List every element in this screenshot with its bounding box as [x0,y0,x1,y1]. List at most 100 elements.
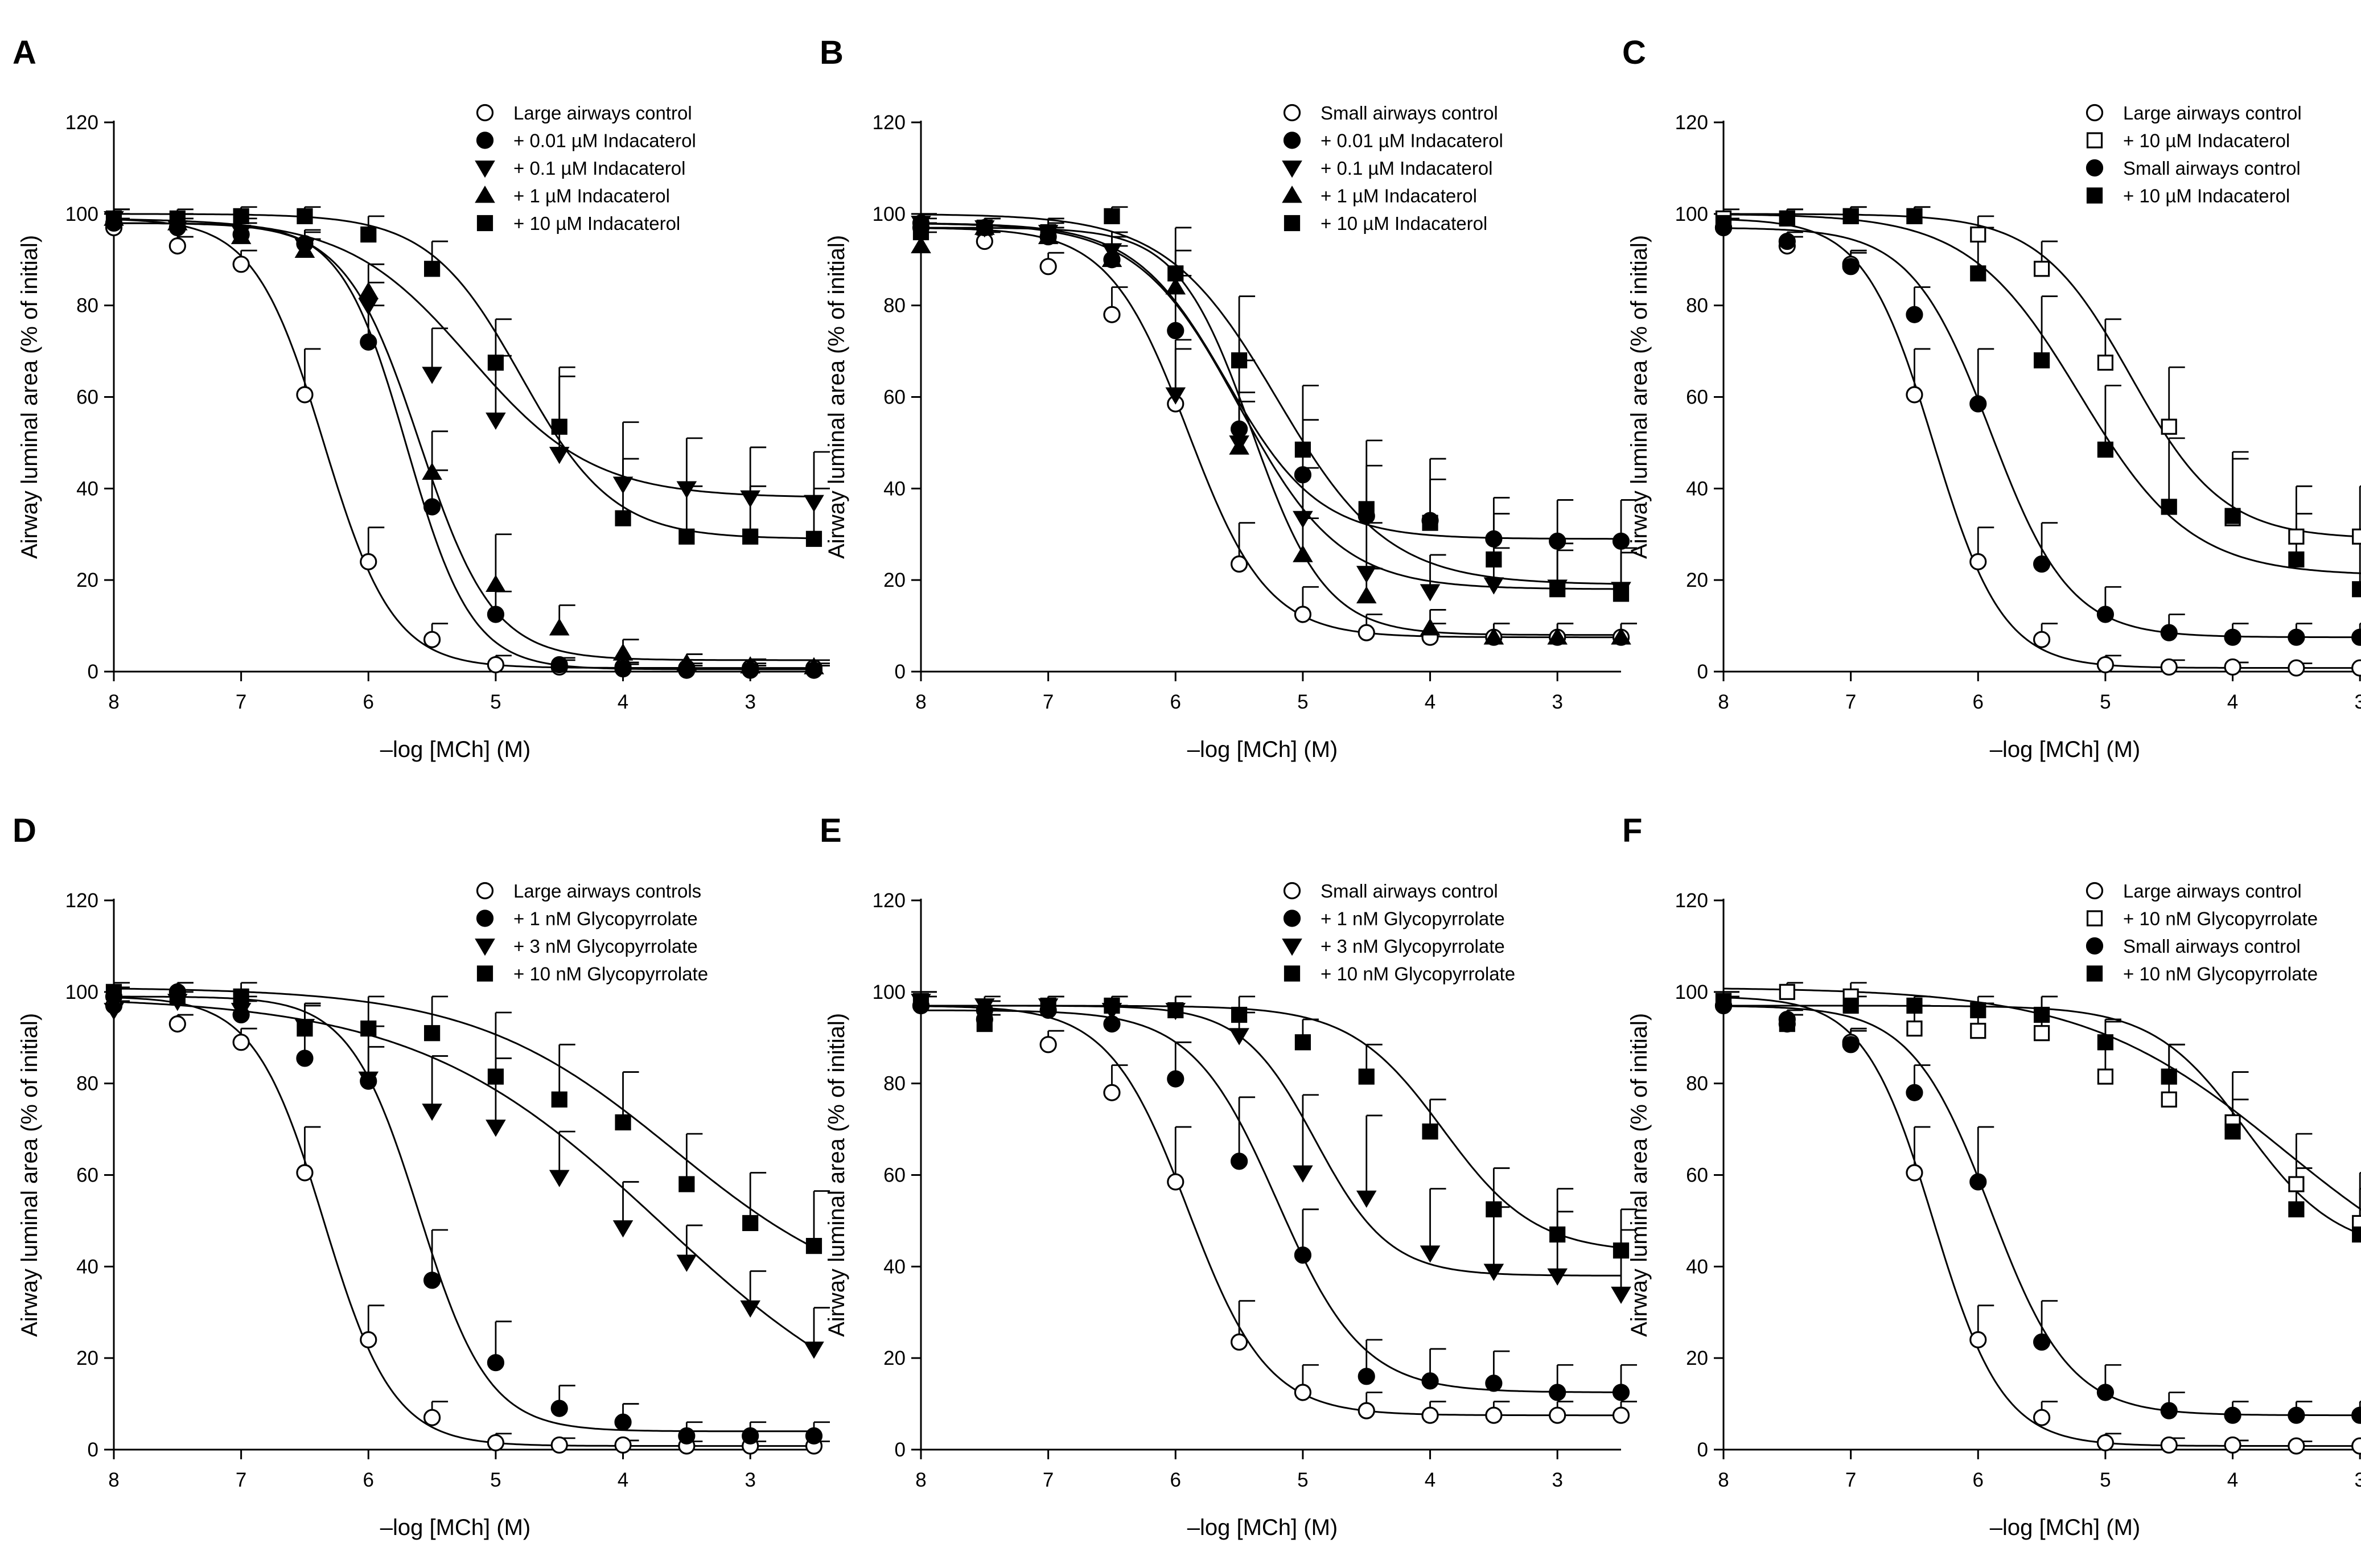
x-tick-label: 3 [1552,691,1562,713]
data-point [976,219,993,236]
legend-label: + 0.01 µM Indacaterol [1321,130,1503,151]
data-point [169,210,186,227]
data-point [2288,1201,2305,1217]
data-point [2033,555,2051,573]
data-point [2224,1436,2241,1454]
legend-label: + 10 nM Glycopyrrolate [513,964,708,985]
data-point [2161,1068,2177,1085]
fit-curve [113,997,814,1447]
data-point [1421,1372,1439,1390]
panel-letter: F [1622,812,1642,849]
y-tick-label: 80 [76,295,98,317]
y-axis-title: Airway luminal area (% of initial) [1627,235,1652,559]
legend-marker [1283,882,1301,900]
data-point [1167,265,1184,282]
y-tick-label: 100 [65,981,98,1003]
data-point [1230,1153,1248,1170]
y-tick-label: 20 [76,1347,98,1369]
data-point [1547,1268,1568,1286]
legend-label: + 0.01 µM Indacaterol [513,130,696,151]
data-point [2097,441,2114,458]
fit-curve [921,1005,1621,1417]
data-point [486,412,506,430]
legend-label: + 3 nM Glycopyrrolate [1321,936,1505,957]
data-point [1779,1016,1795,1032]
legend-label: + 0.1 µM Indacaterol [513,158,685,179]
fit-curve [114,218,815,498]
x-tick-label: 5 [2100,691,2111,713]
data-point [1229,437,1249,455]
data-point [1612,532,1630,550]
panel-e: E 0 20 40 60 80 100 120 8 7 6 5 4 3 –log [MCh] (M) Airw… [820,812,1637,1540]
panel-d: D 0 20 40 60 80 100 120 8 7 6 5 4 3 –log [MCh] (M) Airw… [13,812,830,1540]
x-tick-label: 5 [2100,1469,2111,1491]
y-tick-label: 120 [65,890,98,912]
legend-marker [1283,131,1301,149]
data-point [550,1400,568,1417]
data-point [2097,355,2114,371]
data-point [804,495,824,512]
panel-letter: B [820,34,844,71]
fit-curve [921,1005,1621,1277]
data-point [1715,993,1732,1010]
x-tick-label: 3 [745,1469,755,1491]
data-point [1611,1286,1631,1304]
data-point [1358,501,1375,517]
data-point [1420,584,1441,602]
y-tick-label: 120 [873,112,906,134]
y-tick-label: 60 [1686,386,1708,409]
x-tick-label: 8 [915,691,926,713]
data-point [487,606,505,623]
fit-curve [920,227,1621,636]
y-tick-label: 20 [76,569,98,591]
y-tick-label: 40 [76,478,98,500]
data-point [1483,1264,1504,1281]
data-point [1970,1023,1986,1039]
x-axis-title: –log [MCh] (M) [1187,1515,1338,1540]
data-point [1422,1123,1438,1140]
data-point [912,224,929,241]
data-point [486,574,506,592]
data-point [296,1164,314,1182]
legend-label: Large airways control [513,102,692,124]
y-tick-label: 40 [1686,1256,1708,1278]
x-tick-label: 4 [1425,1469,1435,1491]
x-tick-label: 4 [1425,691,1435,713]
data-point [1420,618,1441,636]
fit-curve [920,223,1621,540]
data-point [912,993,929,1010]
panel-letter: D [13,812,36,849]
legend-label: + 3 nM Glycopyrrolate [513,936,698,957]
y-tick-label: 60 [76,1164,98,1187]
data-point [1906,208,1923,224]
data-point [612,1220,634,1238]
x-tick-label: 6 [1170,1469,1181,1491]
data-point [2096,656,2115,674]
legend-marker [476,215,493,232]
fit-curve [1723,997,2361,1447]
data-point [360,333,377,351]
data-point [1103,1084,1121,1101]
y-axis-title: Airway luminal area (% of initial) [824,235,849,559]
data-point [423,1271,441,1289]
legend-label: + 10 µM Indacaterol [2123,186,2290,207]
x-tick-label: 4 [618,1469,628,1491]
fit-curve [1724,227,2361,639]
data-point [676,481,697,499]
y-tick-label: 0 [88,661,98,683]
legend-label: Small airways control [1321,102,1498,124]
fit-curve [114,987,815,1249]
x-tick-label: 7 [1845,1469,1856,1491]
panel-a: A 0 20 40 60 80 100 120 8 7 6 5 4 3 –log [MCh] (M) Airw… [13,34,830,762]
data-point [1715,215,1732,232]
data-point [486,1120,506,1137]
y-tick-label: 0 [88,1439,98,1461]
data-point [1906,386,1923,404]
data-point [2033,631,2051,648]
legend-label: Large airways control [2123,102,2302,124]
data-point [2224,658,2241,676]
data-point [1483,627,1504,645]
data-point [2033,1333,2051,1351]
data-point [2161,418,2177,435]
